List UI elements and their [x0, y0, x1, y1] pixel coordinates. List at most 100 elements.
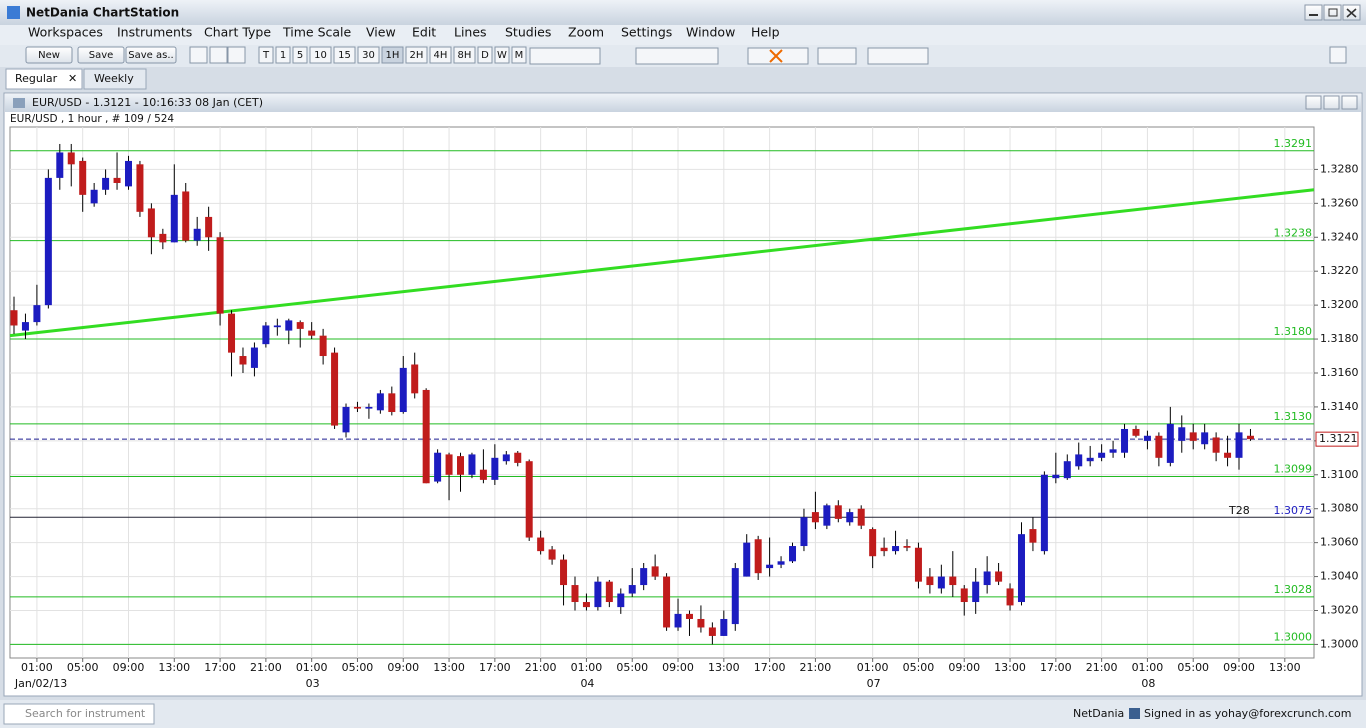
- chart-minimize[interactable]: [1305, 95, 1322, 110]
- candle-body: [571, 585, 579, 603]
- y-tick-label: 1.3040: [1320, 570, 1359, 583]
- candle-body: [1132, 428, 1140, 436]
- candle-body: [44, 177, 52, 306]
- level-label: 1.3291: [1274, 137, 1313, 150]
- interval-button-label: D: [481, 50, 489, 61]
- interval-button[interactable]: [309, 46, 332, 64]
- interval-button-label: 4H: [434, 50, 448, 61]
- chart-title: EUR/USD - 1.3121 - 10:16:33 08 Jan (CET): [32, 96, 263, 109]
- candle-body: [1246, 435, 1254, 440]
- interval-button[interactable]: [429, 46, 452, 64]
- candle-body: [537, 537, 545, 552]
- search-box[interactable]: [3, 703, 155, 725]
- menu-item[interactable]: Window: [686, 25, 735, 40]
- menu-item[interactable]: Help: [751, 25, 780, 40]
- candle-body: [445, 454, 453, 475]
- x-tick-label: 05:00: [616, 661, 648, 674]
- candle-body: [250, 347, 258, 368]
- candle-body: [1098, 452, 1106, 458]
- menu-item[interactable]: Edit: [412, 25, 436, 40]
- y-tick-label: 1.3260: [1320, 196, 1359, 209]
- candle-body: [640, 568, 648, 586]
- interval-button[interactable]: [494, 46, 510, 64]
- chart-close[interactable]: [1341, 95, 1358, 110]
- candle-body: [170, 194, 178, 243]
- candle-body: [1063, 461, 1071, 479]
- menu-item[interactable]: View: [366, 25, 396, 40]
- toolbar-button-label: New: [38, 50, 60, 61]
- menu-item[interactable]: Lines: [454, 25, 487, 40]
- candle-body: [193, 228, 201, 241]
- maximize-button[interactable]: [1323, 4, 1342, 21]
- candle-body: [1121, 428, 1129, 453]
- toolbar-button[interactable]: [125, 46, 177, 64]
- candle-body: [331, 352, 339, 426]
- candle-body: [353, 406, 361, 409]
- candle-body: [834, 505, 842, 519]
- x-tick-label: 21:00: [1086, 661, 1118, 674]
- menu-item[interactable]: Instruments: [117, 25, 192, 40]
- menu-item[interactable]: Settings: [621, 25, 672, 40]
- minimize-button[interactable]: [1304, 4, 1323, 21]
- interval-button[interactable]: [381, 46, 404, 64]
- tab[interactable]: [5, 68, 83, 90]
- candle-body: [102, 177, 110, 190]
- candle-body: [1155, 435, 1163, 458]
- candle-body: [124, 160, 132, 187]
- candle-body: [491, 457, 499, 480]
- menu-item[interactable]: Chart Type: [204, 25, 271, 40]
- window-controls: [1304, 4, 1361, 21]
- interval-button[interactable]: [405, 46, 428, 64]
- interval-button-label: 5: [297, 50, 303, 61]
- interval-button[interactable]: [511, 46, 527, 64]
- candle-body: [388, 393, 396, 413]
- candle-body: [548, 549, 556, 560]
- chart-subtitle: EUR/USD , 1 hour , # 109 / 524: [10, 113, 174, 125]
- menu-item[interactable]: Zoom: [568, 25, 604, 40]
- candle-body: [228, 313, 236, 353]
- x-tick-label: 01:00: [857, 661, 889, 674]
- candle-body: [479, 469, 487, 480]
- menu-item[interactable]: Studies: [505, 25, 551, 40]
- tab[interactable]: [83, 68, 147, 90]
- candle-body: [857, 508, 865, 526]
- chart-type-button[interactable]: [227, 46, 246, 64]
- interval-button[interactable]: [333, 46, 356, 64]
- toolbar-button[interactable]: [77, 46, 125, 64]
- candle-body: [262, 325, 270, 345]
- interval-button[interactable]: [453, 46, 476, 64]
- menu-item[interactable]: Workspaces: [28, 25, 103, 40]
- toolbar-button[interactable]: [25, 46, 73, 64]
- candle-body: [10, 310, 18, 326]
- candle-body: [720, 618, 728, 636]
- chart-type-button[interactable]: [189, 46, 208, 64]
- interval-button[interactable]: [275, 46, 291, 64]
- candle-body: [800, 517, 808, 547]
- interval-button[interactable]: [357, 46, 380, 64]
- x-tick-label: 05:00: [342, 661, 374, 674]
- menu-item[interactable]: Time Scale: [282, 25, 352, 40]
- plot: 1.3000 1.3020 1.3040 1.3060 1.3080 1.3100 1.31…: [9, 127, 1359, 690]
- chart-maximize[interactable]: [1323, 95, 1340, 110]
- chart-type-button[interactable]: [209, 46, 228, 64]
- candle-body: [113, 177, 121, 183]
- interval-button-label: M: [515, 50, 524, 61]
- interval-button[interactable]: [292, 46, 308, 64]
- menu-items: Workspaces Instruments Chart Type Time Scal…: [28, 25, 780, 40]
- y-tick-label: 1.3000: [1320, 637, 1359, 650]
- x-tick-label: 09:00: [1223, 661, 1255, 674]
- candle-body: [743, 542, 751, 577]
- signed-in: Signed in as yohay@forexcrunch.com: [1144, 707, 1352, 720]
- interval-button[interactable]: [477, 46, 493, 64]
- candle-body: [674, 613, 682, 628]
- candle-body: [342, 406, 350, 433]
- x-tick-label: 01:00: [571, 661, 603, 674]
- candle-body: [56, 152, 64, 178]
- candle-body: [1017, 534, 1025, 603]
- tab-close: ✕: [68, 72, 77, 85]
- interval-button[interactable]: [258, 46, 274, 64]
- candle-body: [399, 367, 407, 413]
- x-tick-label: 13:00: [994, 661, 1026, 674]
